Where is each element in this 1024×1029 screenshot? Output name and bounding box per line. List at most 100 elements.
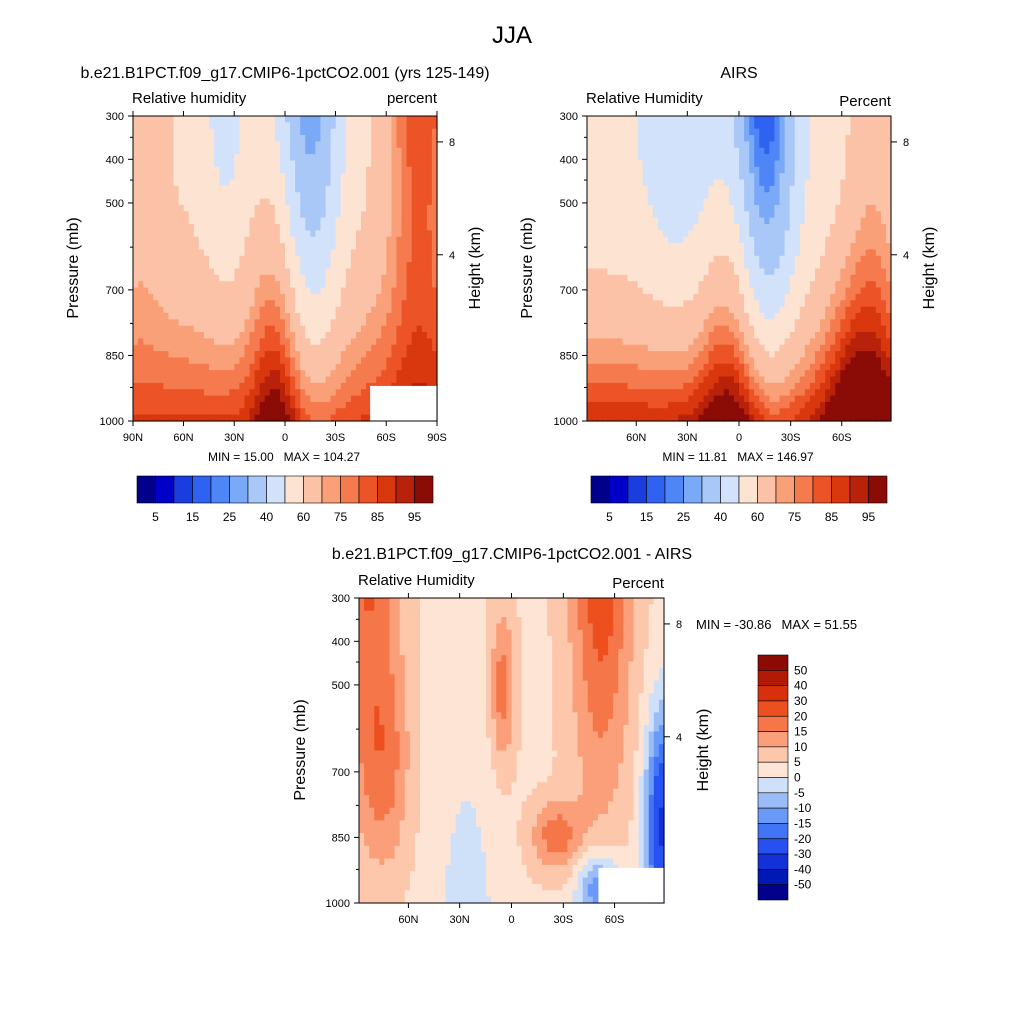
contour-cell (224, 180, 230, 187)
contour-cell (239, 122, 245, 129)
contour-cell (275, 256, 281, 263)
contour-cell (800, 237, 806, 244)
contour-cell (412, 186, 418, 193)
contour-cell (673, 154, 679, 161)
contour-cell (184, 262, 190, 269)
contour-cell (341, 357, 347, 364)
contour-cell (143, 256, 149, 263)
contour-cell (643, 224, 649, 231)
contour-cell (830, 205, 836, 212)
contour-cell (346, 122, 352, 129)
contour-cell (673, 141, 679, 148)
contour-cell (168, 351, 174, 358)
contour-cell (290, 122, 296, 129)
contour-cell (174, 173, 180, 180)
contour-cell (346, 205, 352, 212)
contour-cell (341, 129, 347, 136)
contour-cell (587, 313, 593, 320)
contour-cell (204, 402, 210, 409)
contour-cell (688, 224, 694, 231)
contour-cell (653, 319, 659, 326)
contour-cell (214, 307, 220, 314)
contour-cell (138, 180, 144, 187)
contour-cell (876, 199, 882, 206)
contour-cell (179, 370, 185, 377)
contour-cell (587, 262, 593, 269)
contour-cell (592, 294, 598, 301)
contour-cell (336, 230, 342, 237)
contour-cell (402, 135, 408, 142)
contour-cell (724, 186, 730, 193)
contour-cell (658, 218, 664, 225)
contour-cell (861, 243, 867, 250)
contour-cell (346, 370, 352, 377)
contour-cell (704, 313, 710, 320)
contour-cell (698, 116, 704, 123)
contour-cell (204, 129, 210, 136)
contour-cell (244, 269, 250, 276)
contour-cell (326, 332, 332, 339)
contour-cell (305, 364, 311, 371)
contour-cell (668, 313, 674, 320)
contour-cell (376, 319, 382, 326)
contour-cell (244, 249, 250, 256)
contour-cell (366, 364, 372, 371)
contour-cell (204, 116, 210, 123)
x-tick-label: 90N (123, 432, 143, 444)
contour-cell (260, 402, 266, 409)
contour-cell (704, 167, 710, 174)
contour-cell (275, 167, 281, 174)
contour-cell (351, 180, 357, 187)
contour-cell (239, 141, 245, 148)
contour-cell (331, 243, 337, 250)
contour-cell (224, 357, 230, 364)
contour-cell (336, 116, 342, 123)
contour-cell (143, 129, 149, 136)
contour-cell (168, 294, 174, 301)
contour-cell (612, 294, 618, 301)
contour-cell (709, 275, 715, 282)
contour-cell (320, 135, 326, 142)
contour-cell (153, 211, 159, 218)
contour-cell (780, 237, 786, 244)
contour-cell (719, 218, 725, 225)
contour-cell (376, 135, 382, 142)
contour-cell (759, 288, 765, 295)
contour-cell (133, 249, 139, 256)
contour-cell (396, 205, 402, 212)
contour-cell (214, 192, 220, 199)
contour-cell (234, 307, 240, 314)
contour-cell (199, 148, 205, 155)
contour-cell (820, 326, 826, 333)
contour-cell (315, 199, 321, 206)
contour-cell (719, 224, 725, 231)
contour-cell (850, 237, 856, 244)
contour-cell (850, 294, 856, 301)
contour-cell (698, 205, 704, 212)
contour-cell (265, 288, 271, 295)
contour-cell (693, 173, 699, 180)
contour-cell (244, 237, 250, 244)
contour-cell (275, 129, 281, 136)
contour-cell (265, 141, 271, 148)
contour-cell (800, 326, 806, 333)
contour-cell (729, 269, 735, 276)
contour-cell (143, 300, 149, 307)
contour-cell (179, 307, 185, 314)
contour-cell (381, 313, 387, 320)
contour-cell (805, 307, 811, 314)
contour-cell (255, 319, 261, 326)
contour-cell (381, 218, 387, 225)
contour-cell (769, 313, 775, 320)
contour-cell (305, 383, 311, 390)
contour-cell (290, 129, 296, 136)
contour-cell (280, 300, 286, 307)
contour-cell (668, 173, 674, 180)
contour-cell (260, 116, 266, 123)
contour-cell (612, 262, 618, 269)
contour-cell (336, 192, 342, 199)
contour-cell (386, 211, 392, 218)
contour-cell (336, 249, 342, 256)
contour-cell (209, 160, 215, 167)
contour-cell (174, 262, 180, 269)
